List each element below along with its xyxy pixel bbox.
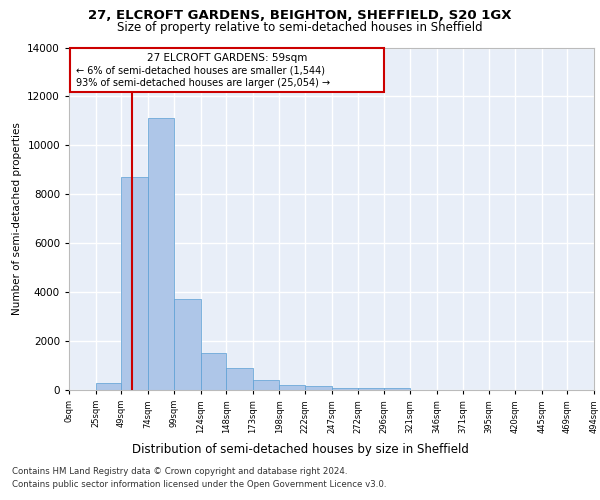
FancyBboxPatch shape (70, 48, 383, 92)
Bar (331, 388, 358, 390)
Bar (305, 386, 331, 390)
Bar (358, 388, 383, 390)
Text: Contains HM Land Registry data © Crown copyright and database right 2024.: Contains HM Land Registry data © Crown c… (12, 468, 347, 476)
Text: 27 ELCROFT GARDENS: 59sqm: 27 ELCROFT GARDENS: 59sqm (146, 53, 307, 63)
Bar (121, 177, 148, 390)
Bar (174, 300, 201, 390)
Bar (201, 354, 226, 390)
Y-axis label: Number of semi-detached properties: Number of semi-detached properties (11, 122, 22, 315)
Bar (383, 388, 410, 390)
Bar (253, 380, 280, 390)
Bar (95, 382, 121, 390)
Bar (280, 385, 305, 390)
Text: Distribution of semi-detached houses by size in Sheffield: Distribution of semi-detached houses by … (131, 442, 469, 456)
Text: Contains public sector information licensed under the Open Government Licence v3: Contains public sector information licen… (12, 480, 386, 489)
Text: ← 6% of semi-detached houses are smaller (1,544): ← 6% of semi-detached houses are smaller… (76, 66, 325, 76)
Bar (148, 118, 174, 390)
Text: 27, ELCROFT GARDENS, BEIGHTON, SHEFFIELD, S20 1GX: 27, ELCROFT GARDENS, BEIGHTON, SHEFFIELD… (88, 9, 512, 22)
Text: 93% of semi-detached houses are larger (25,054) →: 93% of semi-detached houses are larger (… (76, 78, 331, 88)
Bar (226, 368, 253, 390)
Text: Size of property relative to semi-detached houses in Sheffield: Size of property relative to semi-detach… (117, 21, 483, 34)
